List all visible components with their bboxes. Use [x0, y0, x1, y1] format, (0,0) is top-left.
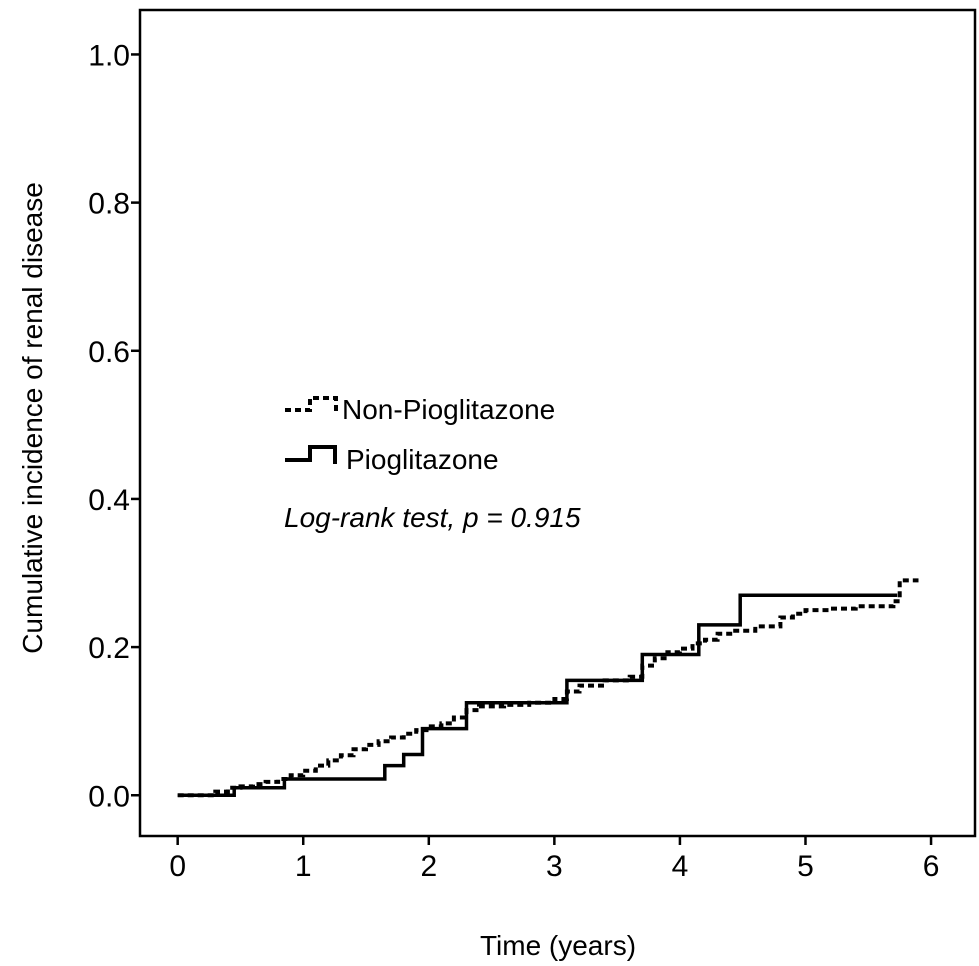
legend: Non-Pioglitazone Pioglitazone [285, 394, 555, 475]
plot-frame [138, 8, 977, 838]
legend-swatch-pioglitazone [285, 445, 337, 464]
legend-label-non-pioglitazone: Non-Pioglitazone [342, 394, 555, 425]
y-tick-label: 1.0 [88, 39, 130, 72]
x-axis-title: Time (years) [480, 930, 636, 961]
x-tick-label: 5 [797, 850, 814, 883]
x-tick-label: 4 [672, 850, 689, 883]
y-axis-title: Cumulative incidence of renal disease [17, 182, 48, 654]
y-tick-label: 0.4 [88, 484, 130, 517]
x-tick-label: 1 [295, 850, 312, 883]
y-tick-label: 0.0 [88, 780, 130, 813]
legend-label-pioglitazone: Pioglitazone [346, 444, 499, 475]
y-tick-label: 0.6 [88, 336, 130, 369]
y-axis: 0.0 0.2 0.4 0.6 0.8 1.0 [88, 39, 140, 813]
series-line-non-pioglitazone [177, 578, 919, 798]
x-tick-label: 0 [169, 850, 186, 883]
y-tick-label: 0.8 [88, 188, 130, 221]
x-tick-label: 3 [546, 850, 563, 883]
legend-swatch-non-pioglitazone [285, 396, 338, 414]
x-tick-label: 6 [923, 850, 940, 883]
log-rank-annotation: Log-rank test, p = 0.915 [284, 502, 581, 533]
series-layer [177, 578, 919, 798]
y-tick-label: 0.2 [88, 632, 130, 665]
x-axis: 0 1 2 3 4 5 6 [169, 836, 939, 883]
x-tick-label: 2 [420, 850, 437, 883]
series-line-pioglitazone [177, 593, 898, 798]
